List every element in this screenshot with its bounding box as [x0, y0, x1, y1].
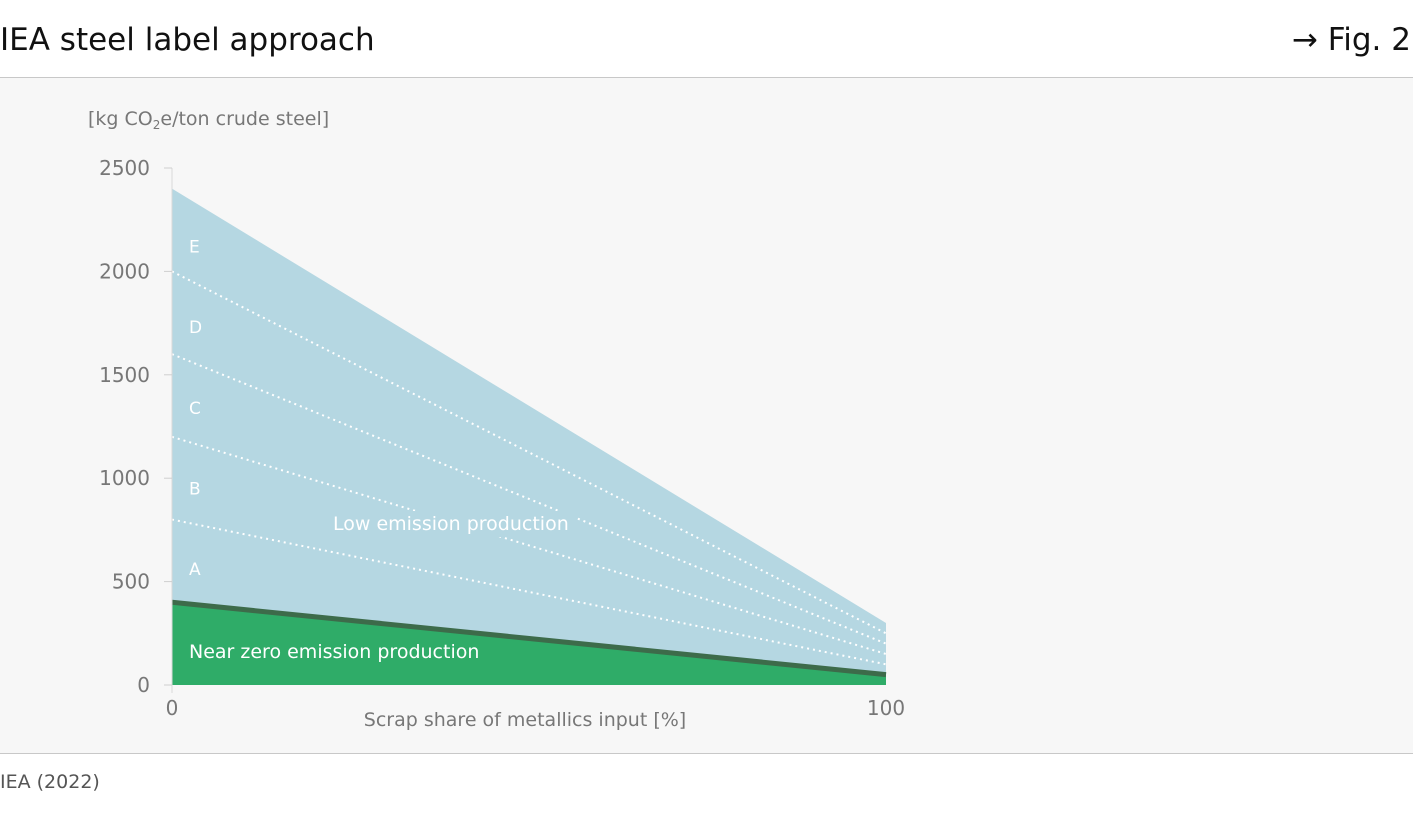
low-emission-area — [172, 188, 886, 685]
band-threshold-line-2 — [171, 435, 887, 655]
near-zero-area — [172, 602, 886, 685]
y-axis-label: [kg CO2e/ton crude steel] — [88, 108, 329, 132]
y-tick-label: 1500 — [99, 363, 150, 387]
y-tick-label: 1000 — [99, 466, 150, 490]
y-tick-label: 2500 — [99, 156, 150, 180]
near-zero-threshold-line — [171, 599, 887, 678]
band-threshold-line-1 — [171, 518, 887, 666]
x-tick-label: 0 — [166, 696, 179, 720]
band-threshold-line-3 — [171, 353, 887, 645]
steel-label-chart: 0 500 1000 1500 2000 2500 0 100 A B C D E Low emissi… — [88, 108, 905, 731]
y-tick-label: 2000 — [99, 259, 150, 283]
footer-divider — [0, 753, 1413, 754]
x-tick-label: 100 — [867, 696, 905, 720]
y-tick-label: 0 — [137, 673, 150, 697]
band-label-c: C — [189, 399, 201, 419]
band-label-b: B — [189, 480, 201, 500]
band-label-e: E — [189, 238, 200, 258]
figure-reference: → Fig. 2 — [1291, 22, 1411, 58]
band-label-d: D — [189, 318, 202, 338]
low-emission-label-knockout — [325, 511, 577, 537]
band-label-a: A — [189, 560, 201, 580]
page-title: IEA steel label approach — [0, 22, 375, 58]
x-axis-label: Scrap share of metallics input [%] — [364, 709, 686, 731]
near-zero-label: Near zero emission production — [189, 641, 479, 663]
band-threshold-line-4 — [171, 270, 887, 635]
low-emission-label: Low emission production — [333, 513, 569, 535]
header: IEA steel label approach → Fig. 2 — [0, 0, 1413, 78]
source-note: IEA (2022) — [0, 771, 100, 793]
y-tick-label: 500 — [112, 570, 150, 594]
